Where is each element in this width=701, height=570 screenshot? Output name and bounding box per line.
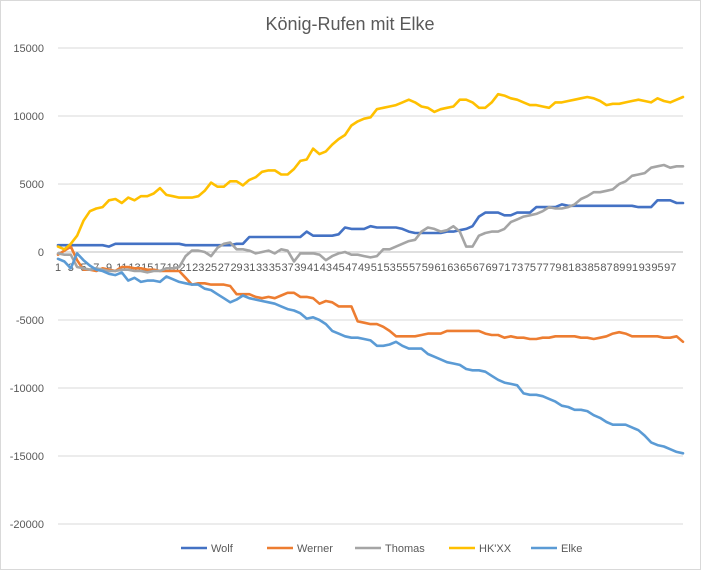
y-tick-label: 5000: [20, 179, 44, 191]
x-tick-label: 35: [269, 262, 281, 274]
x-tick-label: 23: [192, 262, 204, 274]
x-tick-label: 63: [447, 262, 459, 274]
y-tick-label: -20000: [10, 519, 44, 531]
x-tick-label: 85: [588, 262, 600, 274]
y-tick-label: -10000: [10, 383, 44, 395]
x-tick-label: 87: [600, 262, 612, 274]
x-tick-label: 45: [332, 262, 344, 274]
series-line-thomas: [56, 163, 685, 274]
series-line-hk-xx: [56, 92, 685, 251]
x-tick-label: 77: [537, 262, 549, 274]
x-tick-label: 75: [524, 262, 536, 274]
legend-label: Elke: [561, 543, 582, 555]
x-tick-label: 29: [230, 262, 242, 274]
x-tick-label: 9: [106, 262, 112, 274]
series-line-werner: [56, 245, 685, 344]
series-line-wolf: [56, 199, 685, 248]
y-tick-label: 0: [38, 247, 44, 259]
x-tick-label: 91: [626, 262, 638, 274]
y-tick-label: 15000: [13, 43, 44, 55]
x-tick-label: 61: [435, 262, 447, 274]
x-tick-label: 31: [243, 262, 255, 274]
x-tick-label: 59: [422, 262, 434, 274]
y-axis-tick-labels: 15000 10000 5000 0 -5000 -10000 -15000 -20000: [10, 43, 44, 531]
x-tick-label: 51: [371, 262, 383, 274]
legend-label: Werner: [297, 543, 333, 555]
x-tick-label: 49: [358, 262, 370, 274]
gridlines: [58, 47, 683, 525]
legend-label: Thomas: [385, 543, 425, 555]
legend-label: Wolf: [211, 543, 234, 555]
chart-title: König-Rufen mit Elke: [265, 14, 434, 34]
x-tick-label: 33: [256, 262, 268, 274]
x-tick-label: 83: [575, 262, 587, 274]
x-tick-label: 53: [384, 262, 396, 274]
x-tick-label: 69: [486, 262, 498, 274]
y-tick-label: -15000: [10, 451, 44, 463]
x-tick-label: 81: [562, 262, 574, 274]
x-tick-label: 89: [613, 262, 625, 274]
x-tick-label: 65: [460, 262, 472, 274]
x-tick-label: 67: [473, 262, 485, 274]
x-tick-label: 21: [179, 262, 191, 274]
x-tick-label: 95: [651, 262, 663, 274]
x-tick-label: 47: [345, 262, 357, 274]
x-tick-label: 79: [549, 262, 561, 274]
y-tick-label: 10000: [13, 111, 44, 123]
x-tick-label: 93: [639, 262, 651, 274]
x-tick-label: 1: [55, 262, 61, 274]
x-tick-label: 71: [498, 262, 510, 274]
series-line-elke: [56, 252, 685, 455]
x-tick-label: 73: [511, 262, 523, 274]
x-tick-label: 97: [664, 262, 676, 274]
x-tick-label: 41: [307, 262, 319, 274]
x-tick-label: 55: [396, 262, 408, 274]
series-lines: [56, 92, 685, 455]
x-tick-label: 27: [218, 262, 230, 274]
y-tick-label: -5000: [16, 315, 44, 327]
x-tick-label: 43: [320, 262, 332, 274]
x-tick-label: 25: [205, 262, 217, 274]
x-tick-label: 57: [409, 262, 421, 274]
x-tick-label: 37: [281, 262, 293, 274]
legend-label: HK'XX: [479, 543, 512, 555]
x-tick-label: 39: [294, 262, 306, 274]
legend: Wolf Werner Thomas HK'XX Elke: [181, 543, 582, 555]
